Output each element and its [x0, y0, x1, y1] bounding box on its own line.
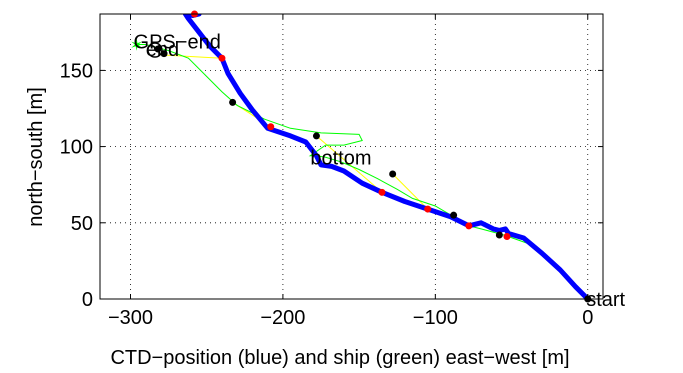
annotation-label: bottom [310, 147, 371, 169]
x-tick-label: 0 [582, 307, 593, 329]
x-tick-label: −300 [108, 307, 153, 329]
x-tick-label: −200 [260, 307, 305, 329]
ctd-position-marker [267, 123, 275, 131]
ticks: −300 −200 −100 0 0 50 100 150 [60, 14, 603, 329]
annotation-label: start [586, 289, 625, 311]
end-ring-marker [147, 42, 163, 58]
ship-position-marker [154, 45, 162, 53]
annotation-label: end [146, 39, 179, 61]
ship-position-marker [495, 231, 503, 239]
link-line [392, 173, 429, 210]
ctd-position-marker [503, 233, 511, 241]
ship-position-marker [229, 98, 237, 106]
ship-position-marker [389, 170, 397, 178]
ctd-position-marker [218, 54, 226, 62]
y-axis-label: north−south [m] [25, 87, 47, 227]
x-axis-label: CTD−position (blue) and ship (green) eas… [110, 347, 569, 369]
x-tick-label: −100 [413, 307, 458, 329]
ctd-position-marker [424, 205, 432, 213]
y-tick-label: 50 [71, 213, 93, 235]
y-tick-label: 0 [82, 289, 93, 311]
ctd-position-marker [465, 222, 473, 230]
series-layer: ✶ [130, 14, 591, 299]
ctd-track-line [182, 14, 591, 299]
ship-end-star-marker: ✶ [130, 35, 143, 54]
ctd-position-marker [378, 188, 386, 196]
y-tick-label: 100 [60, 137, 93, 159]
ship-position-marker [450, 211, 458, 219]
ship-position-marker [312, 132, 320, 140]
plot-area [100, 14, 603, 299]
link-line [165, 54, 222, 59]
y-tick-label: 150 [60, 60, 93, 82]
annotation-label: GPS−end [134, 31, 221, 53]
plot-frame [99, 13, 604, 300]
